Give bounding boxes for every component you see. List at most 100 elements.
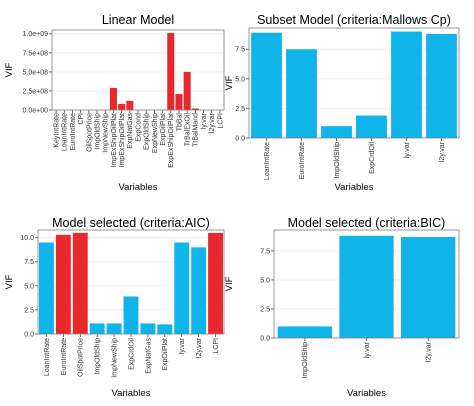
x-tick-label: TrBalExOil	[185, 113, 192, 147]
y-tick-label: 0.0	[235, 135, 245, 142]
x-tick-label: ImpExShipOilPlat	[119, 113, 126, 168]
bar-TbBal	[175, 94, 183, 110]
bar-ly.var	[339, 235, 394, 338]
bar-ImpExShipOilPlat	[118, 103, 126, 110]
x-tick-label: ExpCrdOil	[128, 338, 135, 370]
x-tick-label: ExpCrdOil	[369, 142, 376, 174]
x-axis-label: Variables	[347, 388, 386, 399]
x-axis-label: Variables	[119, 182, 158, 193]
bar-ImpNewShip	[106, 323, 122, 334]
x-tick-label: l2y.var	[439, 141, 446, 162]
x-tick-label: LoanIntRate	[264, 142, 271, 180]
bar-ExpOilPlat	[157, 324, 173, 334]
bar-ImpOldShip	[277, 326, 332, 338]
x-tick-label: EuroIntRate	[61, 338, 68, 375]
x-tick-label: ExpExShipOilPlat	[168, 113, 175, 168]
bar-TtBalMand	[191, 108, 199, 110]
bar-ImpExShipOilPlat	[109, 87, 117, 110]
bar-LoanIntRate	[251, 32, 282, 138]
chart-panel-3: Model selected (criteria:AIC) 0.0 2.5 5.0 7.…	[4, 216, 225, 399]
x-tick-label: l2y.var	[209, 112, 216, 133]
x-tick-label: ExpNewShip	[152, 113, 159, 153]
chart-panel-2: Subset Model (criteria:Mallows Cp) 0.0 2.5…	[224, 13, 460, 193]
y-tick-label: 10.0	[20, 235, 34, 242]
bar-ImpOldShip	[321, 126, 352, 138]
x-tick-label: ExpOilPlat	[160, 113, 167, 146]
x-tick-label: TtBalMand	[193, 113, 200, 147]
x-tick-label: ImpNewShip	[111, 338, 118, 378]
x-tick-label: l2y.var	[426, 341, 433, 362]
bar-ExpNatGas	[126, 100, 134, 110]
y-tick-label: 7.5	[24, 259, 34, 266]
plot-border	[37, 229, 225, 335]
bar-EuroIntRate	[55, 234, 71, 334]
x-tick-label: ExpOldShip	[144, 113, 151, 150]
y-tick-label: 2.5e+08	[23, 88, 49, 95]
y-axis-label: VIF	[224, 276, 235, 291]
y-tick-label: 7.5	[260, 248, 270, 255]
chart-panel-4: Model selected (criteria:BIC) 0.0 2.5 5.0 7.…	[224, 216, 460, 399]
x-tick-label: ExpOilPlat	[162, 338, 169, 371]
plot-border	[248, 27, 460, 139]
x-tick-label: CPI	[78, 113, 85, 125]
x-tick-label: LCPI	[217, 113, 224, 129]
x-tick-label: KeyIntRate	[53, 113, 60, 148]
x-tick-label: LoanIntRate	[62, 113, 69, 151]
chart-panel-1: Linear Model 0.0e+00 2.5e+08 5.0e+08 7.5e+08…	[4, 13, 225, 193]
chart-title: Linear Model	[102, 13, 174, 27]
x-tick-label: ImpExShipOilPlat	[111, 113, 118, 168]
plot-border	[51, 29, 225, 111]
x-tick-label: ImpNewShip	[103, 113, 110, 153]
chart-title: Subset Model (criteria:Mallows Cp)	[257, 13, 451, 27]
x-tick-label: ImpOldShip	[94, 113, 101, 150]
bar-TrBalExOil	[183, 71, 191, 110]
bar-LoanIntRate	[39, 242, 54, 334]
bar-l2y.var	[426, 33, 457, 138]
y-tick-label: 2.5	[235, 106, 245, 113]
x-tick-label: ExpCond	[135, 113, 142, 142]
bar-l2y.var	[191, 247, 207, 334]
y-tick-label: 0.0e+00	[23, 107, 49, 114]
x-tick-label: ly.var	[179, 337, 186, 354]
chart-title: Model selected (criteria:AIC)	[52, 216, 210, 230]
y-tick-label: 1.0e+09	[23, 31, 49, 38]
x-tick-label: ImpOldShip	[302, 342, 309, 379]
y-axis-label: VIF	[4, 274, 15, 289]
bar-EuroIntRate	[286, 49, 317, 138]
y-tick-label: 0.0	[260, 335, 270, 342]
x-tick-label: TbBal	[176, 113, 183, 132]
bar-ExpExShipOilPlat	[167, 33, 175, 110]
y-tick-label: 5.0	[260, 277, 270, 284]
y-tick-label: 2.5	[260, 306, 270, 313]
y-tick-label: 5.0	[235, 76, 245, 83]
bar-ly.var	[174, 242, 190, 334]
x-tick-label: ExpNatGas	[127, 113, 134, 149]
x-tick-label: OilSpotPrice	[86, 113, 93, 152]
x-tick-label: l2y.var	[196, 337, 203, 358]
bar-ImpOldShip	[89, 323, 105, 334]
bar-ExpCrdOil	[356, 115, 387, 138]
x-tick-label: ImpOldShip	[95, 338, 102, 375]
bar-ExpNatGas	[140, 323, 156, 334]
x-tick-label: LCPI	[213, 338, 220, 354]
x-tick-label: LoanIntRate	[44, 338, 51, 376]
y-tick-label: 0.0	[24, 331, 34, 338]
bar-ly.var	[391, 31, 422, 139]
y-axis-label: VIF	[224, 75, 235, 90]
x-tick-label: ExpNatGas	[145, 338, 152, 374]
x-axis-label: Variables	[112, 388, 151, 399]
y-axis-label: VIF	[4, 62, 15, 77]
chart-title: Model selected (criteria:BIC)	[288, 216, 446, 230]
y-tick-label: 7.5e+08	[23, 50, 49, 57]
y-tick-label: 5.0e+08	[23, 69, 49, 76]
bar-LCPI	[208, 232, 223, 334]
bar-ExpCrdOil	[123, 296, 139, 334]
y-tick-label: 7.5	[235, 47, 245, 54]
bar-OilSpotPrice	[72, 232, 88, 334]
x-tick-label: ly.var	[404, 141, 411, 158]
x-tick-label: EuroIntRate	[70, 113, 77, 150]
x-tick-label: ly.var	[364, 341, 371, 358]
x-tick-label: ImpOldShip	[334, 142, 341, 179]
plot-border	[273, 229, 460, 339]
